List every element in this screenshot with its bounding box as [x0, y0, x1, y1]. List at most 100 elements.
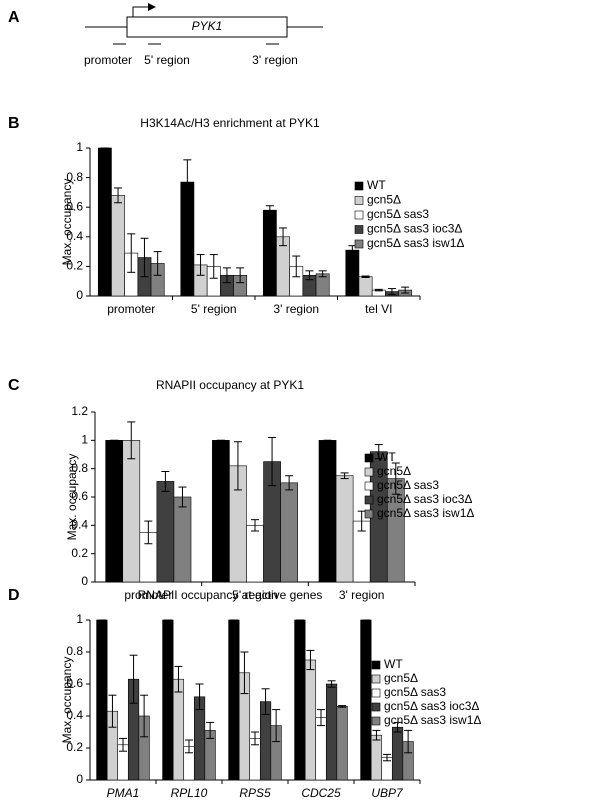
legend-label: WT: [377, 450, 396, 464]
legend-label: gcn5Δ sas3 isw1Δ: [377, 506, 474, 520]
panel-letter: C: [8, 377, 20, 394]
y-tick-label: 0.2: [71, 546, 88, 560]
error-bar: [292, 255, 301, 278]
bar: [246, 525, 264, 583]
y-tick-label: 0.6: [71, 489, 88, 503]
error-bar: [393, 721, 402, 733]
error-bar: [127, 421, 136, 460]
legend-swatch: [371, 674, 381, 684]
legend-label: gcn5Δ sas3 isw1Δ: [367, 236, 464, 250]
bar: [318, 440, 337, 583]
error-bar: [279, 227, 288, 247]
error-bar: [144, 520, 153, 545]
error-bar: [361, 275, 370, 278]
error-bar: [233, 441, 242, 491]
error-bar: [383, 753, 391, 762]
legend-swatch: [364, 509, 374, 519]
panel-letter: B: [8, 115, 20, 132]
x-tick-label: promoter: [124, 588, 172, 602]
error-bar: [174, 665, 183, 693]
legend-label: gcn5Δ sas3 ioc3Δ: [377, 492, 472, 506]
bar: [315, 717, 327, 781]
bar: [304, 659, 317, 781]
bar: [111, 195, 125, 297]
legend-swatch: [364, 495, 374, 505]
gene-box: [126, 16, 288, 38]
error-bar: [305, 270, 314, 281]
legend-swatch: [354, 239, 364, 249]
y-axis-label: Max. occupancy: [60, 657, 74, 744]
bar: [173, 496, 192, 583]
error-bar: [153, 251, 162, 276]
legend-label: gcn5Δ sas3 ioc3Δ: [384, 699, 479, 713]
gene-diagram: A PYK1 promoter 5' region 3' region: [8, 3, 323, 67]
y-tick-label: 0: [76, 288, 83, 302]
legend-label: gcn5Δ: [377, 464, 411, 478]
error-bar: [127, 233, 136, 273]
legend-swatch: [354, 210, 364, 220]
error-bar: [185, 739, 193, 754]
bar: [228, 619, 240, 781]
error-bar: [206, 721, 215, 739]
legend-label: gcn5Δ sas3 isw1Δ: [384, 713, 481, 727]
x-tick-label: 5' region: [232, 588, 278, 602]
x-tick-label: promoter: [107, 302, 155, 316]
legend-label: gcn5Δ: [384, 671, 418, 685]
tss-arrow: [132, 6, 148, 17]
x-tick-label: 3' region: [273, 302, 319, 316]
chart-title: H3K14Ac/H3 enrichment at PYK1: [140, 116, 320, 130]
error-bar: [372, 729, 381, 741]
error-bar: [306, 649, 315, 671]
legend-swatch: [364, 453, 374, 463]
error-bar: [391, 462, 400, 495]
arrow-head: [148, 3, 156, 11]
error-bar: [209, 254, 218, 279]
legend-swatch: [371, 702, 381, 712]
legend-swatch: [364, 467, 374, 477]
x-tick-label: 5' region: [191, 302, 237, 316]
chart-title: RNAPII occupancy at PYK1: [156, 378, 304, 392]
panel-letter: D: [8, 587, 20, 604]
legend-swatch: [371, 688, 381, 698]
y-tick-label: 1: [81, 433, 88, 447]
chart: D RNAPII occupancy at active genes Max. oc…: [8, 587, 481, 800]
y-tick-label: 0.4: [71, 518, 88, 532]
bar: [156, 481, 175, 583]
error-bar: [108, 694, 117, 728]
error-bar: [318, 270, 327, 278]
error-bar: [285, 475, 294, 491]
y-tick-label: 1.2: [71, 404, 88, 418]
bar: [122, 440, 141, 583]
region-label: 5' region: [144, 53, 190, 67]
region-label: promoter: [84, 53, 132, 67]
y-tick-label: 0: [81, 574, 88, 588]
bar: [391, 726, 404, 781]
error-bar: [251, 519, 259, 532]
error-bar: [401, 286, 410, 294]
bar: [162, 619, 174, 781]
error-bar: [196, 254, 205, 276]
bar: [370, 734, 383, 781]
legend-swatch: [371, 660, 381, 670]
y-tick-label: 0.4: [66, 708, 83, 722]
bar: [325, 683, 338, 781]
y-axis-label: Max. occupancy: [60, 179, 74, 266]
error-bar: [357, 510, 366, 532]
bar: [97, 147, 112, 297]
error-bar: [178, 486, 187, 508]
legend-swatch: [371, 716, 381, 726]
error-bar: [140, 694, 149, 738]
legend-swatch: [364, 481, 374, 491]
error-bar: [272, 709, 281, 743]
error-bar: [251, 731, 259, 746]
bar: [358, 276, 373, 297]
legend-swatch: [354, 196, 364, 205]
legend-label: WT: [367, 178, 386, 192]
y-tick-label: 0.4: [66, 229, 83, 243]
error-bar: [327, 680, 336, 688]
bar: [172, 678, 185, 781]
legend-swatch: [354, 225, 364, 234]
y-tick-label: 0.8: [66, 170, 83, 184]
bar: [335, 475, 354, 583]
